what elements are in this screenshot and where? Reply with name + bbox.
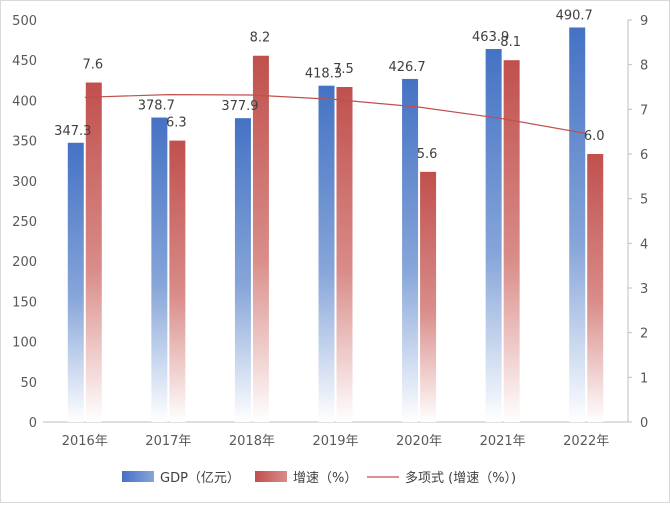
legend-label-trendline: 多项式 (增速（%）) [405, 470, 516, 486]
gdp-data-label-5: 463.9 [472, 30, 509, 45]
right-y-tick-label-2: 2 [640, 327, 648, 342]
right-y-tick-label-0: 0 [640, 416, 648, 431]
data-labels-layer: 347.3 7.6 378.7 6.3 377.9 8.2 418.37.5 426.7 5.6… [54, 8, 604, 161]
left-y-tick-label-3: 150 [12, 295, 37, 310]
left-y-tick-label-9: 450 [12, 54, 37, 69]
growth-bar-6 [587, 154, 604, 422]
legend-label-gdp: GDP（亿元） [160, 471, 240, 486]
x-tick-label-1: 2017年 [145, 434, 191, 449]
legend-label-growth: 增速（%） [293, 471, 357, 486]
trendline-layer [84, 93, 587, 135]
x-tick-label-4: 2020年 [396, 434, 442, 449]
gdp-data-label-4: 426.7 [388, 60, 425, 75]
growth-data-label-3: 7.5 [333, 62, 354, 77]
left-y-tick-label-2: 100 [12, 336, 37, 351]
growth-data-label-2: 8.2 [250, 31, 271, 46]
right-y-tick-label-4: 4 [640, 237, 648, 252]
right-y-tick-label-8: 8 [640, 59, 648, 74]
left-y-tick-label-4: 200 [12, 255, 37, 270]
growth-data-label-0: 7.6 [82, 58, 103, 73]
growth-data-label-5: 8.1 [500, 35, 521, 50]
legend-swatch-growth [255, 471, 287, 482]
growth-bar-0 [85, 82, 102, 423]
x-tick-label-3: 2019年 [312, 434, 358, 449]
left-y-tick-label-5: 250 [12, 215, 37, 230]
gdp-bar-4 [402, 78, 419, 422]
x-tick-label-2: 2018年 [229, 434, 275, 449]
right-y-tick-label-6: 6 [640, 148, 648, 163]
left-y-tick-label-0: 0 [29, 416, 37, 431]
gdp-data-label-0: 347.3 [54, 124, 91, 139]
gdp-bar-3 [318, 85, 335, 422]
right-y-tick-label-9: 9 [640, 14, 648, 29]
trendline-curve [84, 93, 587, 135]
right-y-tick-label-1: 1 [640, 371, 648, 386]
gdp-bar-2 [234, 118, 251, 423]
gdp-bar-1 [151, 117, 168, 422]
growth-data-label-4: 5.6 [417, 147, 438, 162]
gdp-bar-5 [485, 49, 502, 422]
growth-bar-4 [420, 171, 437, 422]
legend: GDP（亿元） 增速（%） 多项式 (增速（%）) [122, 470, 516, 486]
right-y-tick-label-7: 7 [640, 103, 648, 118]
left-y-tick-label-1: 50 [20, 376, 37, 391]
right-y-tick-label-3: 3 [640, 282, 648, 297]
growth-bar-1 [169, 140, 186, 422]
left-y-tick-label-10: 500 [12, 14, 37, 29]
left-y-tick-label-6: 300 [12, 175, 37, 190]
growth-bar-2 [252, 55, 269, 422]
gdp-bar-6 [569, 27, 586, 422]
legend-swatch-gdp [122, 471, 154, 482]
gdp-bar-0 [67, 142, 84, 422]
right-y-tick-label-5: 5 [640, 193, 648, 208]
bars-layer [67, 27, 604, 423]
gdp-data-label-6: 490.7 [556, 8, 593, 23]
growth-bar-3 [336, 87, 353, 422]
x-tick-label-6: 2022年 [563, 434, 609, 449]
gdp-data-label-1: 378.7 [138, 99, 175, 114]
growth-bar-5 [503, 60, 520, 422]
gdp-data-label-2: 377.9 [221, 99, 258, 114]
x-tick-label-0: 2016年 [62, 434, 108, 449]
growth-data-label-6: 6.0 [584, 129, 605, 144]
left-y-tick-label-7: 350 [12, 135, 37, 150]
x-tick-label-5: 2021年 [480, 434, 526, 449]
growth-data-label-1: 6.3 [166, 116, 187, 131]
gdp-data-label-3: 418.3 [305, 67, 342, 82]
axes-layer: 0 50 100 150 200 250 300 350 400 450 500 0 1 2 3 4 5 6 7 8 9… [12, 14, 648, 449]
left-y-tick-label-8: 400 [12, 94, 37, 109]
